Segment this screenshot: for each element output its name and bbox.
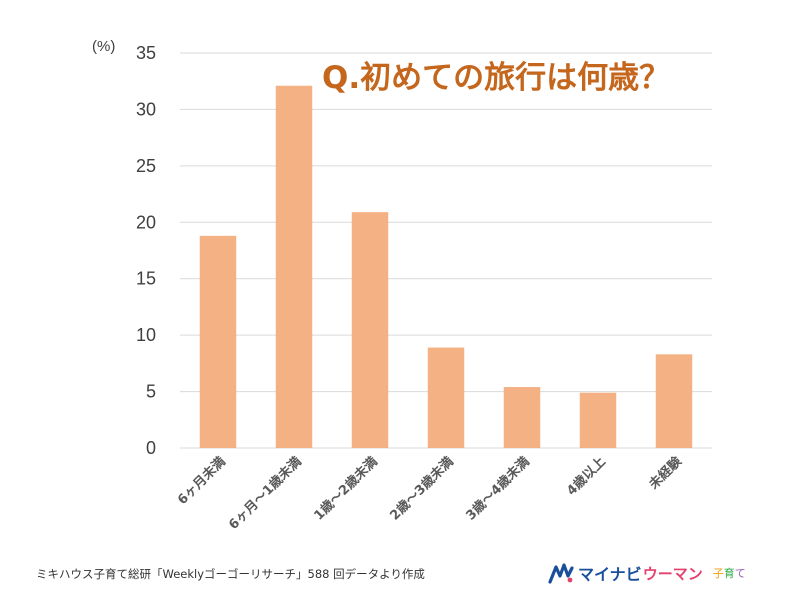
y-tick-label: 0 <box>146 438 156 458</box>
x-tick-label: 6ヶ月～1歳未満 <box>226 454 305 533</box>
y-tick-label: 20 <box>136 212 156 232</box>
mynavi-logo-icon <box>548 563 574 584</box>
x-tick-label: 1歳～2歳未満 <box>311 454 381 524</box>
bar <box>655 354 693 448</box>
x-tick-label: 4歳以上 <box>564 454 609 499</box>
y-tick-label: 35 <box>136 43 156 63</box>
chart-title: Q.初めての旅行は何歳？ <box>322 60 671 96</box>
x-tick-label: 6ヶ月未満 <box>174 454 228 508</box>
bar <box>275 85 313 448</box>
bar <box>351 212 389 448</box>
grid-lines <box>180 52 712 449</box>
logo-sub-text: ウーマン <box>642 564 703 583</box>
bar <box>579 392 617 448</box>
x-tick-label: 3歳～4歳未満 <box>463 454 533 524</box>
bar <box>427 347 465 448</box>
y-tick-label: 30 <box>136 99 156 119</box>
y-axis-tick-labels: 0 5 10 15 20 25 30 35 <box>136 43 156 458</box>
y-axis-label: (%) <box>92 38 116 55</box>
logo-tag-char: 子 <box>712 567 724 580</box>
bar <box>503 387 541 448</box>
bars <box>199 85 693 448</box>
y-tick-label: 5 <box>146 382 156 402</box>
logo-main-text: マイナビ <box>578 565 642 584</box>
source-note: ミキハウス子育て総研「Weeklyゴーゴーリサーチ」588 回データより作成 <box>36 567 425 581</box>
logo-tag-char: 育 <box>723 567 735 580</box>
logo-tag-text: 子育て <box>713 565 746 581</box>
y-tick-label: 25 <box>136 156 156 176</box>
x-tick-label: 未経験 <box>645 453 685 493</box>
logo-tag-char: て <box>734 567 746 580</box>
bar <box>199 235 237 448</box>
y-tick-label: 15 <box>136 269 156 289</box>
x-tick-label: 2歳～3歳未満 <box>387 454 457 524</box>
y-tick-label: 10 <box>136 325 156 345</box>
mynavi-logo: マイナビ ウーマン 子育て <box>548 558 746 588</box>
